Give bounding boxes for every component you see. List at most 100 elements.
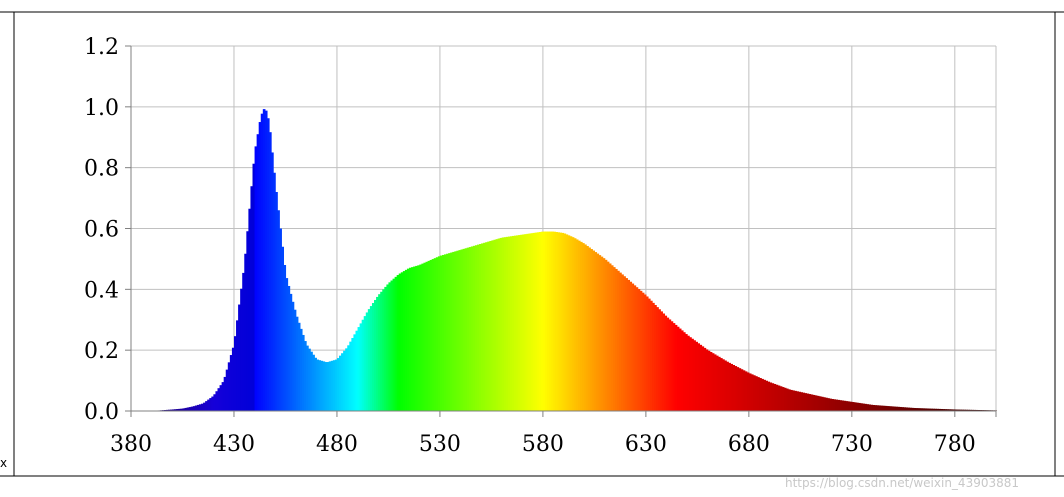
spectrum-bar [662, 313, 666, 411]
spectrum-bar [909, 407, 913, 411]
spectrum-bar [680, 330, 684, 411]
spectrum-bar [806, 393, 810, 411]
x-tick-labels: 380 430 480 530 580 630 680 730 780 [110, 432, 976, 457]
spectrum-bar [306, 345, 309, 411]
spectrum-bar [565, 234, 569, 411]
spectrum-bar [893, 406, 896, 411]
spectrum-bar [693, 340, 696, 411]
spectrum-bar [847, 401, 851, 411]
spectrum-bar [586, 245, 589, 411]
spectrum-bar [963, 409, 966, 411]
spectrum-bar [310, 351, 313, 411]
spectrum-bar [464, 248, 468, 411]
spectrum-bar [629, 281, 633, 411]
spectrum-bar [279, 228, 282, 411]
spectrum-bar [188, 407, 192, 411]
spectrum-bar [676, 326, 680, 411]
spectrum-bar [769, 382, 773, 411]
spectrum-bar [814, 395, 818, 411]
edge-character: x [0, 456, 7, 470]
spectrum-bar [652, 302, 655, 411]
spectrum-bar [732, 364, 736, 411]
spectrum-bar [915, 408, 919, 411]
spectrum-bar [948, 409, 952, 411]
spectrum-bar [378, 294, 381, 411]
spectrum-bar [367, 309, 371, 411]
spectrum-bar [767, 381, 771, 411]
spectrum-bar [623, 276, 626, 411]
spectrum-bar [487, 241, 490, 411]
spectrum-bar [233, 336, 237, 411]
spectrum-bar [810, 394, 814, 411]
spectrum-bar [932, 408, 935, 411]
spectrum-bar [866, 404, 869, 411]
spectrum-bar [287, 285, 291, 411]
spectrum-bar [923, 408, 927, 411]
spectrum-bar [231, 347, 235, 411]
spectrum-bar [332, 360, 336, 411]
spectrum-bar [567, 235, 571, 411]
spectrum-bar [330, 360, 334, 411]
spectrum-bar [435, 257, 439, 411]
spectrum-bar [897, 406, 900, 411]
spectrum-bar [666, 317, 670, 411]
spectrum-bar [656, 307, 659, 411]
spectrum-bar [720, 358, 723, 411]
spectrum-bar [934, 408, 937, 411]
y-tick-label: 0.0 [84, 400, 119, 425]
spectrum-bar [223, 376, 227, 411]
spectrum-bar [520, 234, 523, 411]
spectrum-bar [538, 231, 542, 411]
spectrum-bar [380, 291, 383, 411]
spectrum-bar [371, 303, 375, 411]
spectrum-bar [289, 293, 293, 411]
spectrum-bar [874, 405, 878, 411]
spectrum-bar [886, 406, 890, 411]
spectrum-bar [174, 409, 177, 411]
spectrum-bar [491, 240, 495, 411]
spectrum-bar [682, 332, 686, 411]
spectrum-bar [409, 267, 412, 411]
spectrum-bar [685, 334, 688, 411]
spectrum-bar [536, 232, 540, 411]
spectrum-bar [349, 341, 352, 411]
spectrum-bar [878, 405, 882, 411]
spectrum-bar [771, 383, 775, 411]
spectrum-bar [734, 366, 738, 411]
x-tick-label: 780 [934, 432, 976, 457]
spectrum-bar [713, 354, 717, 411]
spectrum-bar [709, 351, 713, 411]
spectrum-bar [895, 406, 898, 411]
spectrum-bar [621, 274, 624, 411]
spectrum-bar [166, 409, 169, 411]
spectrum-bar [458, 250, 462, 411]
spectrum-bar [800, 392, 804, 411]
spectrum-bar [664, 315, 668, 411]
spectrum-bar [283, 265, 287, 411]
spectrum-bar [345, 348, 348, 411]
spectrum-bar [707, 350, 711, 411]
spectrum-bar [606, 261, 610, 411]
spectrum-bar [882, 405, 886, 411]
spectrum-bar [221, 382, 225, 411]
spectrum-bar [855, 402, 859, 411]
spectrum-bar [184, 407, 188, 411]
spectrum-bar [594, 252, 598, 411]
spectrum-bar [954, 409, 958, 411]
spectrum-bar [277, 210, 280, 411]
spectrum-bar [831, 398, 834, 411]
spectrum-bar [759, 377, 762, 411]
spectrum-bar [868, 404, 871, 411]
spectrum-bar [429, 259, 433, 411]
spectrum-bar [779, 386, 783, 411]
spectrum-bar [357, 327, 361, 411]
spectrum-bar [225, 369, 229, 411]
spectrum-bar [339, 355, 342, 411]
spectrum-bar [489, 240, 493, 411]
spectrum-bar [198, 404, 202, 411]
spectrum-bar [633, 285, 637, 411]
spectrum-bar [516, 235, 519, 411]
spectrum-bar [507, 236, 511, 411]
spectrum-bar [703, 347, 707, 411]
spectrum-bar [178, 408, 182, 411]
